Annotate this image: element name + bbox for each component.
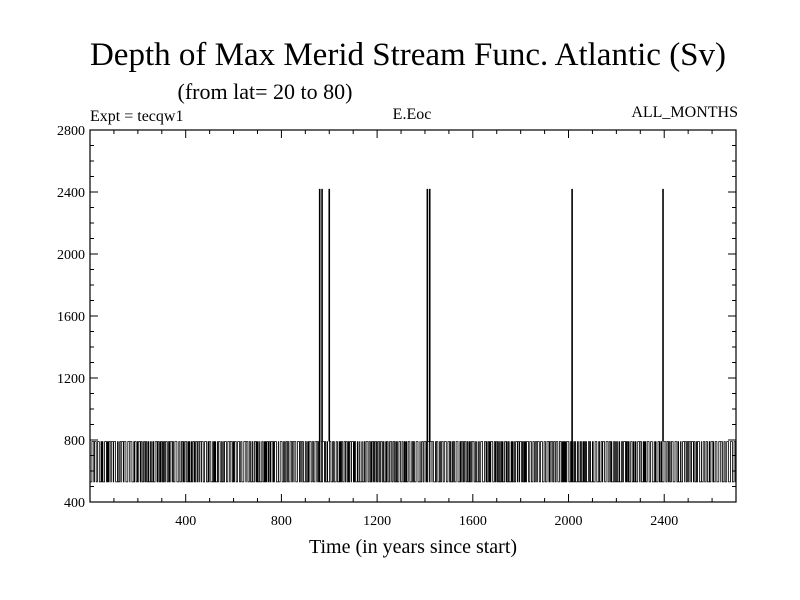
series-line [89, 441, 737, 483]
y-tick-label: 1600 [57, 310, 85, 325]
experiment-label: Expt = tecqw1 [90, 108, 183, 125]
y-tick-label: 2000 [57, 248, 85, 263]
plot-series [89, 188, 737, 483]
x-tick-label: 2000 [555, 514, 583, 529]
period-label: ALL_MONTHS [631, 104, 738, 121]
x-tick-label: 800 [271, 514, 292, 529]
x-tick-label: 2400 [650, 514, 678, 529]
y-tick-label: 400 [64, 496, 85, 511]
x-axis: 400 800 1200 1600 2000 2400 [89, 130, 737, 529]
y-tick-label: 2800 [57, 124, 85, 139]
chart-subtitle: (from lat= 20 to 80) [178, 79, 353, 104]
chart-title: Depth of Max Merid Stream Func. Atlantic… [90, 37, 726, 73]
y-tick-label: 1200 [57, 372, 85, 387]
x-tick-label: 400 [175, 514, 196, 529]
variable-label: E.Eoc [393, 106, 432, 123]
y-tick-label: 800 [64, 434, 85, 449]
x-axis-title: Time (in years since start) [309, 536, 517, 558]
x-tick-label: 1200 [363, 514, 391, 529]
x-tick-label: 1600 [459, 514, 487, 529]
y-tick-label: 2400 [57, 186, 85, 201]
y-axis: 400 800 1200 1600 2000 2400 2800 [57, 124, 736, 511]
